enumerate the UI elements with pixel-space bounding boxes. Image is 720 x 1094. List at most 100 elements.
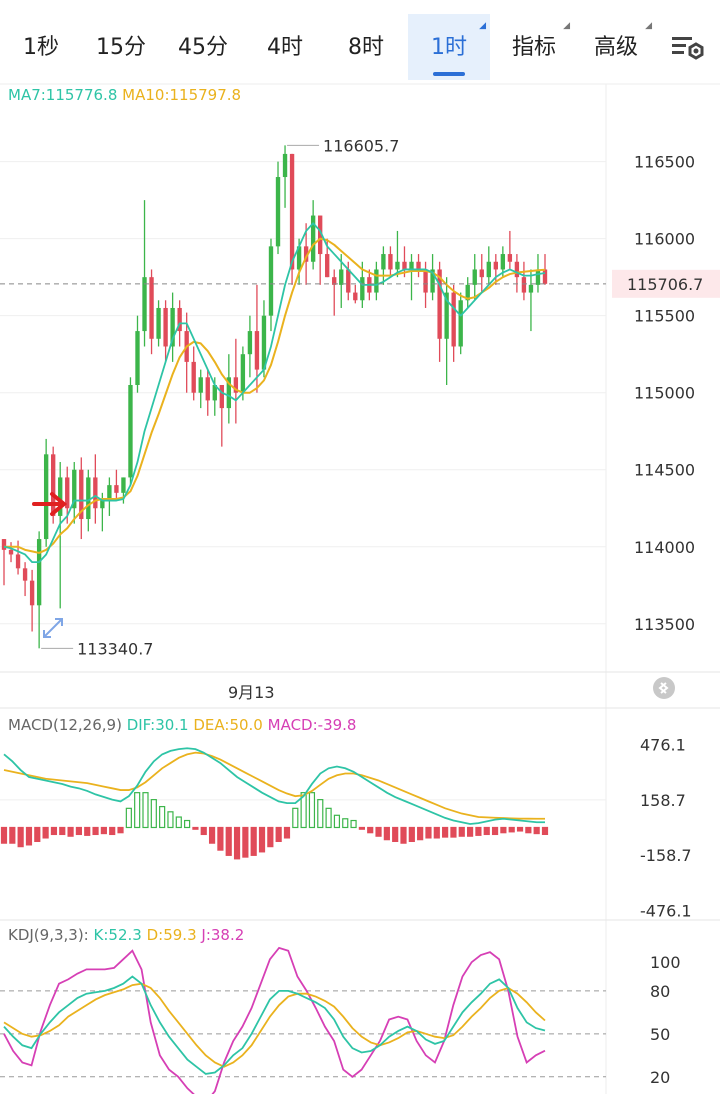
candle-body bbox=[72, 469, 77, 509]
tab-1h[interactable]: 1时 ◢ bbox=[408, 14, 490, 80]
tab-label: 高级 bbox=[593, 35, 638, 60]
candle-body bbox=[500, 254, 506, 270]
macd-histogram-bar bbox=[525, 826, 532, 834]
macd-histogram-bar bbox=[383, 826, 390, 841]
timeframe-tabs: 1秒 15分 45分 4时 8时 1时 ◢ 指标 ◢ 高级 ◢ bbox=[0, 0, 720, 84]
macd-histogram-bar bbox=[117, 826, 124, 834]
macd-histogram-bar bbox=[466, 826, 474, 837]
candle-body bbox=[212, 385, 217, 401]
candle-body bbox=[409, 261, 414, 270]
candle-body bbox=[65, 477, 70, 509]
candle-body bbox=[479, 269, 484, 278]
macd-histogram-bar bbox=[442, 826, 449, 838]
macd-histogram-bar bbox=[375, 826, 382, 837]
macd-histogram-bar bbox=[225, 826, 232, 856]
macd-histogram-bar bbox=[367, 826, 374, 834]
candle-body bbox=[177, 307, 182, 332]
collapse-icon bbox=[653, 677, 675, 699]
tab-4h[interactable]: 4时 bbox=[246, 14, 324, 80]
candle-body bbox=[493, 261, 498, 270]
candle-body bbox=[22, 568, 28, 581]
kdj-j-line bbox=[3, 946, 546, 1094]
j-value: J:38.2 bbox=[201, 926, 245, 944]
macd-histogram-bar bbox=[516, 826, 524, 832]
candle-body bbox=[29, 580, 35, 606]
macd-histogram-bar bbox=[150, 799, 157, 829]
k-value: K:52.3 bbox=[93, 926, 142, 944]
price-tick-label: 114500 bbox=[634, 461, 695, 480]
tab-45m[interactable]: 45分 bbox=[162, 14, 244, 80]
dif-line bbox=[3, 747, 546, 825]
macd-histogram-bar bbox=[134, 792, 141, 829]
candle-body bbox=[289, 153, 295, 270]
candle-body bbox=[163, 307, 168, 347]
candle-body bbox=[353, 292, 358, 301]
candle-body bbox=[430, 269, 435, 293]
candle-body bbox=[465, 284, 470, 301]
macd-name: MACD(12,26,9) bbox=[8, 716, 122, 734]
macd-histogram-bar bbox=[34, 826, 41, 843]
candle-body bbox=[416, 261, 421, 270]
chart-settings-icon[interactable] bbox=[662, 14, 714, 80]
macd-tick-label: -476.1 bbox=[640, 901, 692, 920]
macd-histogram-bar bbox=[242, 826, 249, 858]
macd-histogram-bar bbox=[325, 807, 332, 829]
macd-histogram-bar bbox=[258, 826, 266, 853]
candle-body bbox=[247, 331, 253, 355]
candle-body bbox=[381, 254, 386, 270]
candle-body bbox=[535, 269, 541, 285]
tab-indicators[interactable]: 指标 ◢ bbox=[494, 14, 574, 80]
macd-histogram-bar bbox=[100, 826, 107, 835]
candle-body bbox=[395, 261, 400, 270]
candle-body bbox=[423, 269, 428, 293]
dea-line bbox=[3, 751, 546, 820]
macd-histogram-bar bbox=[208, 826, 216, 844]
candle-body bbox=[402, 261, 407, 270]
candle-body bbox=[458, 300, 463, 347]
price-tick-label: 113500 bbox=[634, 615, 695, 634]
ma10-line bbox=[4, 237, 546, 554]
low-price-label: 113340.7 bbox=[77, 639, 153, 658]
candle-body bbox=[261, 315, 267, 370]
tab-label: 15分 bbox=[96, 35, 146, 60]
kdj-tick-label: 20 bbox=[650, 1068, 670, 1087]
candle-body bbox=[254, 331, 260, 370]
macd-histogram-bar bbox=[408, 826, 415, 843]
tab-8h[interactable]: 8时 bbox=[326, 14, 406, 80]
macd-histogram-bar bbox=[500, 826, 507, 834]
macd-histogram-bar bbox=[508, 826, 515, 833]
macd-value: MACD:-39.8 bbox=[267, 716, 357, 734]
price-tick-label: 116500 bbox=[634, 153, 695, 172]
candle-body bbox=[8, 549, 14, 555]
candle-body bbox=[15, 554, 21, 569]
candle-body bbox=[100, 500, 105, 509]
macd-histogram-bar bbox=[317, 799, 324, 829]
tab-1s[interactable]: 1秒 bbox=[2, 14, 80, 80]
macd-histogram-bar bbox=[125, 807, 132, 829]
kdj-legend: KDJ(9,3,3): K:52.3 D:59.3 J:38.2 bbox=[8, 926, 244, 944]
candle-body bbox=[360, 277, 365, 301]
tab-15m[interactable]: 15分 bbox=[82, 14, 160, 80]
macd-histogram-bar bbox=[433, 826, 440, 839]
candle-body bbox=[233, 377, 239, 393]
tab-label: 1秒 bbox=[23, 35, 59, 60]
candle-body bbox=[528, 284, 534, 293]
expand-icon bbox=[43, 618, 63, 638]
macd-histogram-bar bbox=[192, 826, 199, 830]
macd-histogram-bar bbox=[267, 826, 274, 848]
ma7-value: MA7:115776.8 bbox=[8, 86, 118, 104]
macd-histogram-bar bbox=[184, 819, 191, 829]
tab-advanced[interactable]: 高级 ◢ bbox=[576, 14, 656, 80]
ma-legend: MA7:115776.8 MA10:115797.8 bbox=[8, 86, 241, 104]
candle-body bbox=[36, 539, 42, 606]
dropdown-triangle-icon: ◢ bbox=[645, 21, 652, 31]
macd-histogram-bar bbox=[175, 816, 182, 829]
candle-body bbox=[521, 277, 527, 293]
macd-histogram-bar bbox=[483, 826, 490, 836]
candle-body bbox=[156, 307, 161, 339]
macd-histogram-bar bbox=[491, 826, 499, 836]
candle-body bbox=[339, 269, 344, 285]
macd-histogram-bar bbox=[283, 826, 291, 839]
macd-histogram-bar bbox=[417, 826, 424, 841]
